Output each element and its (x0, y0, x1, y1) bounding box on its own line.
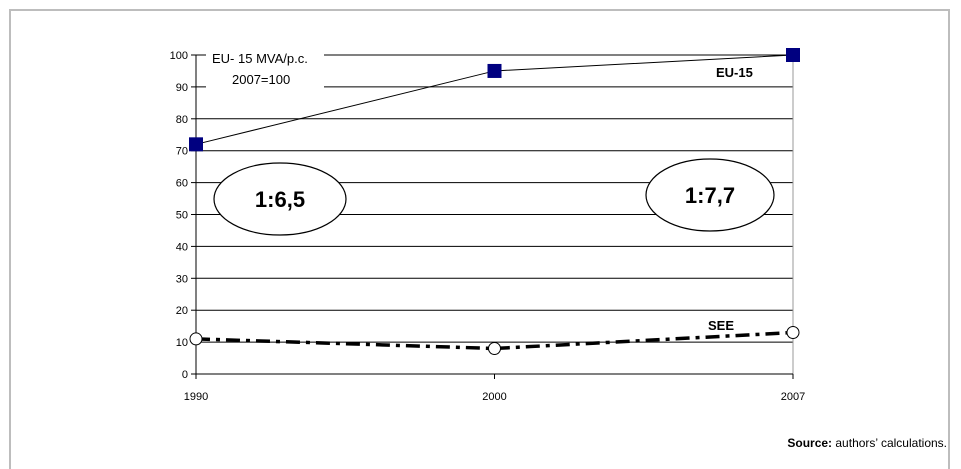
ratio-ellipse (645, 158, 775, 232)
y-tick-label: 70 (176, 146, 188, 158)
series-label-see: SEE (708, 318, 734, 333)
tick-labels: 0 10 20 30 40 50 60 70 80 90 100 1990 2000 2007 (170, 50, 806, 403)
x-tick-label: 2007 (781, 391, 805, 403)
series-label-eu15: EU-15 (716, 65, 753, 80)
y-tick-label: 10 (176, 337, 188, 349)
y-tick-label: 30 (176, 273, 188, 285)
line-chart: 0 10 20 30 40 50 60 70 80 90 100 1990 2000 2007 EU- 1… (170, 46, 806, 403)
y-tick-label: 50 (176, 210, 188, 222)
y-tick-label: 40 (176, 241, 188, 253)
data-point-marker (786, 326, 800, 340)
series-line-see (195, 330, 794, 351)
ratio-text: 1:7,7 (685, 183, 735, 208)
x-tick-label: 2000 (482, 391, 506, 403)
data-point-marker (488, 341, 501, 355)
source-note: Source: authors’ calculations. (787, 436, 947, 450)
data-point-marker (189, 137, 203, 152)
source-label: Source: (787, 436, 833, 450)
figure-frame (9, 9, 950, 469)
title-line-2: 2007=100 (232, 72, 290, 87)
x-tick-label: 1990 (184, 391, 208, 403)
data-point-marker (189, 332, 203, 346)
title-background (206, 46, 324, 94)
title-line-1: EU- 15 MVA/p.c. (212, 51, 308, 66)
y-tick-label: 90 (176, 82, 188, 94)
y-tick-label: 80 (176, 114, 188, 126)
data-point-marker (786, 48, 800, 62)
ratio-ellipse (213, 162, 347, 236)
chart-title: EU- 15 MVA/p.c. 2007=100 (206, 46, 324, 94)
series (189, 48, 800, 355)
source-text: authors’ calculations. (832, 436, 947, 450)
ratio-text: 1:6,5 (255, 187, 305, 212)
y-tick-label: 0 (182, 369, 188, 381)
ratio-annotation-2007: 1:7,7 (645, 158, 775, 232)
y-tick-label: 60 (176, 178, 188, 190)
data-point-marker (487, 63, 502, 78)
y-tick-label: 20 (176, 305, 188, 317)
ratio-annotation-1990: 1:6,5 (213, 162, 347, 236)
y-tick-label: 100 (170, 50, 188, 62)
